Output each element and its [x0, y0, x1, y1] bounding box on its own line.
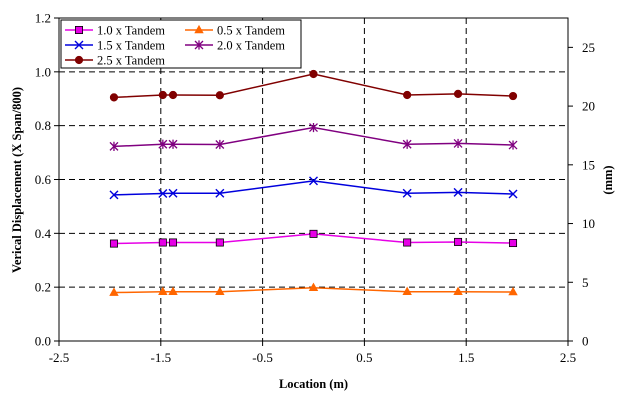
y2-tick-label: 20 — [582, 99, 595, 114]
data-point — [508, 140, 518, 150]
y-tick-label: 0.4 — [35, 226, 52, 241]
y-tick-label: 0.8 — [35, 118, 51, 133]
data-point — [508, 189, 518, 199]
legend-entry: 1.5 x Tandem — [65, 39, 165, 53]
data-point — [508, 91, 518, 101]
series-0 — [109, 229, 518, 248]
y2-tick-label: 15 — [582, 157, 595, 172]
y2-tick-label: 5 — [582, 275, 589, 290]
data-point — [309, 69, 318, 79]
data-point — [158, 286, 168, 296]
data-point — [215, 139, 225, 150]
data-point — [403, 238, 412, 247]
legend-marker — [74, 55, 84, 65]
data-point — [215, 286, 225, 296]
x-tick-label: -1.5 — [151, 350, 172, 365]
data-point — [169, 238, 178, 247]
y-tick-label: 0.0 — [35, 334, 51, 349]
data-point — [109, 141, 119, 151]
series-4 — [109, 69, 518, 102]
x-tick-label: -0.5 — [252, 350, 273, 365]
legend-entry: 1.0 x Tandem — [65, 24, 165, 38]
legend-label: 2.0 x Tandem — [217, 39, 285, 53]
y2-tick-label: 25 — [582, 40, 595, 55]
series-3 — [109, 122, 518, 151]
series-1 — [109, 282, 518, 296]
data-point — [309, 122, 318, 133]
data-point — [109, 287, 119, 296]
data-point — [453, 286, 463, 296]
data-point — [158, 238, 167, 247]
data-point — [402, 188, 412, 198]
data-point — [168, 139, 178, 149]
data-point — [508, 286, 518, 296]
legend-label: 1.5 x Tandem — [97, 39, 165, 53]
data-point — [308, 282, 319, 292]
x-tick-label: 0.5 — [356, 350, 372, 365]
data-point — [109, 239, 118, 248]
legend-entry: 2.5 x Tandem — [65, 54, 165, 68]
x-tick-label: 1.5 — [458, 350, 474, 365]
y-tick-label: 0.2 — [35, 280, 51, 295]
data-point — [402, 139, 412, 149]
series-line — [113, 126, 514, 148]
data-point — [453, 89, 463, 99]
legend-box — [60, 19, 302, 69]
legend-entry: 2.0 x Tandem — [185, 39, 285, 53]
y2-tick-label: 0 — [582, 334, 589, 349]
x-tick-label: -2.5 — [49, 350, 70, 365]
data-point — [168, 286, 178, 296]
legend-marker — [194, 24, 204, 34]
legend-marker — [74, 40, 84, 50]
data-point — [109, 190, 119, 200]
data-point — [158, 139, 168, 149]
legend-label: 2.5 x Tandem — [97, 54, 165, 68]
data-point — [215, 238, 224, 247]
data-point — [453, 187, 463, 197]
data-point — [158, 189, 168, 198]
y2-axis-title: (mm) — [601, 165, 615, 194]
legend-marker — [75, 25, 84, 34]
y-tick-label: 0.6 — [35, 172, 52, 187]
y2-tick-label: 10 — [582, 216, 595, 231]
data-point — [309, 176, 318, 186]
legend-entry: 0.5 x Tandem — [185, 24, 285, 38]
data-point — [215, 188, 225, 198]
legend-label: 0.5 x Tandem — [217, 24, 285, 38]
series-2 — [109, 176, 518, 200]
y-axis-title: Verical Displacement (X Span/800) — [10, 87, 24, 273]
legend: 1.0 x Tandem 0.5 x Tandem 1.5 x Tandem 2.0 … — [60, 19, 302, 69]
x-tick-label: 2.5 — [560, 350, 576, 365]
data-point — [168, 188, 178, 198]
series — [109, 69, 518, 296]
data-point — [109, 93, 119, 102]
data-point — [158, 90, 167, 100]
x-axis-title: Location (m) — [279, 377, 348, 391]
data-point — [403, 90, 412, 100]
data-point — [509, 239, 518, 248]
data-point — [215, 91, 224, 100]
data-point — [402, 286, 412, 296]
ticks: 0.0 0.2 0.4 0.6 0.8 1.0 1.2 -2.5 -1.5 -0.5 0.5 1.5 2… — [35, 11, 595, 366]
legend-marker — [194, 40, 204, 50]
data-point — [453, 138, 463, 149]
legend-label: 1.0 x Tandem — [97, 24, 165, 38]
data-point — [168, 90, 178, 100]
data-point — [309, 229, 318, 238]
data-point — [454, 237, 463, 246]
y-tick-label: 1.2 — [35, 11, 51, 26]
series-line — [113, 180, 514, 196]
y-tick-label: 1.0 — [35, 64, 51, 79]
